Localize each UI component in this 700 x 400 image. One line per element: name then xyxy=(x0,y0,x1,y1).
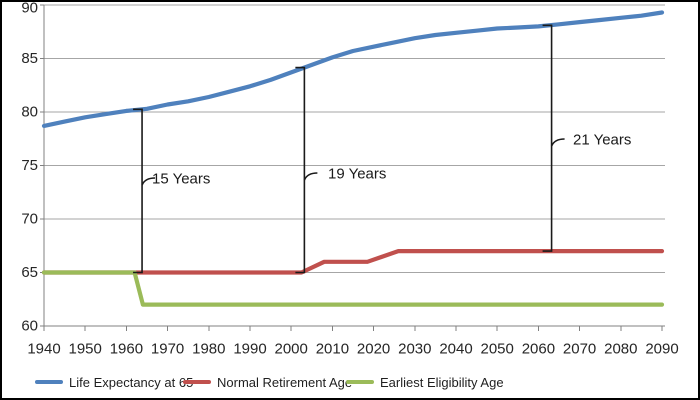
x-tick-label: 1980 xyxy=(192,341,225,358)
annotation-bracket xyxy=(542,24,553,252)
y-tick-label: 90 xyxy=(21,0,38,17)
series-line-life-expectancy-at-65 xyxy=(41,10,665,129)
annotation-15-years: 15 Years xyxy=(133,108,210,274)
x-tick-label: 2000 xyxy=(275,341,308,358)
annotation-pointer xyxy=(550,138,565,147)
annotation-pointer xyxy=(303,172,318,181)
annotation-label: 21 Years xyxy=(573,132,631,149)
x-tick-label: 1940 xyxy=(27,341,60,358)
series-line-earliest-eligibility-age xyxy=(41,270,665,307)
x-tick-label: 2080 xyxy=(604,341,637,358)
x-tick-label: 2010 xyxy=(316,341,349,358)
annotation-label: 19 Years xyxy=(328,166,386,183)
y-tick-label: 70 xyxy=(21,211,38,228)
annotation-label: 15 Years xyxy=(152,171,210,188)
y-tick-label: 85 xyxy=(21,50,38,67)
y-tick-label: 60 xyxy=(21,318,38,335)
x-tick-label: 1990 xyxy=(233,341,266,358)
annotation-bracket xyxy=(133,108,143,274)
x-tick-label: 2030 xyxy=(398,341,431,358)
x-tick-label: 2050 xyxy=(481,341,514,358)
y-tick-label: 75 xyxy=(21,157,38,174)
annotation-21-years: 21 Years xyxy=(542,24,631,252)
annotation-19-years: 19 Years xyxy=(295,66,386,274)
x-tick-label: 2090 xyxy=(645,341,678,358)
x-tick-label: 2070 xyxy=(563,341,596,358)
series-line-normal-retirement-age xyxy=(41,249,665,275)
x-tick-label: 2060 xyxy=(522,341,555,358)
x-tick-label: 2020 xyxy=(357,341,390,358)
annotation-pointer xyxy=(141,177,156,186)
x-tick-label: 1970 xyxy=(151,341,184,358)
x-tick-label: 1950 xyxy=(69,341,102,358)
y-tick-label: 65 xyxy=(21,264,38,281)
annotation-bracket xyxy=(295,66,306,274)
x-tick-label: 1960 xyxy=(110,341,143,358)
x-tick-label: 2040 xyxy=(439,341,472,358)
y-tick-label: 80 xyxy=(21,104,38,121)
